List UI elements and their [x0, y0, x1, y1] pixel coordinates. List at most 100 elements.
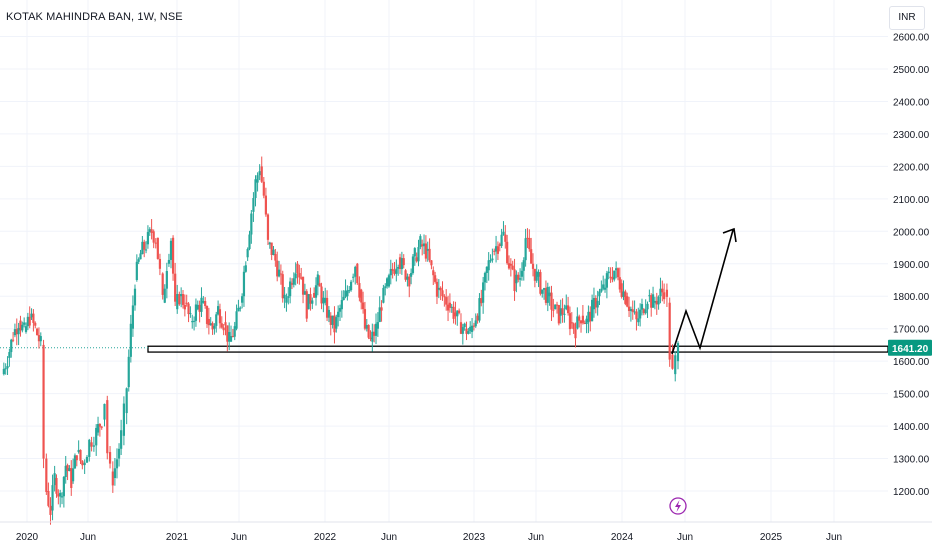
candle-body — [435, 281, 439, 297]
candle-body — [189, 313, 192, 315]
candle-body — [305, 291, 308, 319]
candle-body — [222, 327, 225, 331]
candle-body — [509, 263, 512, 266]
candle-body — [122, 403, 126, 436]
candle-body — [229, 335, 233, 342]
y-tick-label: 1800.00 — [893, 292, 930, 303]
candle-body — [393, 270, 396, 274]
candle-body — [489, 260, 492, 262]
candle-body — [389, 268, 392, 276]
candle-body — [96, 424, 100, 433]
candle-body — [448, 302, 451, 308]
time-axis[interactable]: 2020 Jun 2021 Jun 2022 Jun 2023 Jun 2024 Jun 2025 J… — [0, 521, 932, 543]
candle-body — [79, 449, 82, 461]
candle-body — [171, 237, 175, 274]
candle-body — [526, 237, 529, 239]
candle-body — [180, 294, 183, 297]
y-tick-label: 2600.00 — [893, 33, 930, 44]
candle-body — [266, 214, 270, 240]
candle-body — [506, 241, 509, 264]
candle-body — [15, 329, 18, 335]
candle-body — [620, 283, 623, 297]
candle-body — [258, 171, 261, 176]
candle-body — [301, 276, 305, 295]
last-price-marker: 1641.20 — [888, 339, 932, 356]
candle-body — [356, 263, 359, 284]
lightning-icon — [675, 500, 681, 512]
candle-body — [333, 315, 336, 333]
candle-body — [609, 276, 612, 278]
candle-body — [143, 241, 146, 250]
candle-body — [313, 292, 316, 298]
candle-body — [64, 465, 67, 477]
candle-body — [674, 355, 677, 375]
candle-body — [528, 237, 531, 250]
candle-body — [539, 272, 542, 294]
y-tick-label: 2500.00 — [893, 65, 930, 76]
x-tick-label: Jun — [677, 532, 693, 543]
candlestick-series — [2, 156, 680, 525]
candle-body — [676, 343, 680, 362]
candle-body — [314, 285, 318, 298]
candle-body — [542, 288, 546, 290]
candle-body — [642, 309, 645, 314]
candle-body — [653, 300, 657, 303]
candle-body — [150, 229, 153, 233]
candle-body — [292, 278, 295, 285]
y-tick-label: 1700.00 — [893, 325, 930, 336]
x-tick-label: 2023 — [463, 532, 486, 543]
candle-body — [307, 294, 310, 310]
candle-body — [30, 313, 33, 318]
projection-arrowhead — [722, 227, 737, 243]
candle-body — [75, 455, 78, 461]
candle-body — [262, 181, 265, 196]
candle-body — [511, 265, 514, 270]
symbol-title: KOTAK MAHINDRA BAN, 1W, NSE — [6, 11, 183, 23]
candle-body — [613, 270, 616, 280]
candle-body — [474, 320, 477, 327]
candle-body — [300, 277, 303, 279]
candle-body — [441, 290, 444, 297]
event-marker[interactable] — [669, 497, 687, 515]
candle-body — [434, 275, 437, 282]
candle-body — [570, 322, 573, 324]
candle-body — [120, 430, 123, 449]
candle-body — [531, 263, 535, 269]
candle-body — [502, 231, 505, 235]
currency-button[interactable]: INR — [889, 6, 925, 30]
candle-body — [465, 328, 468, 334]
candle-body — [290, 283, 294, 285]
candle-body — [174, 273, 177, 302]
candle-body — [661, 288, 664, 293]
candle-body — [178, 294, 181, 305]
candle-body — [39, 336, 42, 342]
price-axis[interactable]: 1200.00 1300.00 1400.00 1500.00 1600.00 1700.… — [893, 33, 930, 498]
candle-body — [98, 424, 101, 427]
projection-path — [671, 229, 734, 355]
x-tick-label: 2024 — [611, 532, 634, 543]
candle-body — [209, 323, 212, 326]
candle-body — [133, 288, 137, 306]
candle-body — [169, 240, 173, 260]
candle-body — [276, 260, 279, 277]
candle-body — [602, 284, 605, 289]
candle-body — [494, 246, 498, 252]
candle-body — [272, 249, 275, 255]
candle-body — [361, 302, 365, 310]
candle-body — [633, 311, 636, 313]
candle-body — [106, 400, 109, 454]
candle-body — [367, 325, 370, 338]
candle-body — [483, 272, 487, 283]
x-tick-label: 2022 — [314, 532, 337, 543]
candle-body — [463, 323, 466, 328]
candle-body — [550, 292, 553, 310]
candle-body — [554, 304, 557, 310]
candle-body — [187, 303, 190, 315]
candle-body — [10, 339, 13, 353]
candle-body — [144, 249, 148, 251]
candle-body — [639, 309, 642, 319]
x-tick-label: 2025 — [760, 532, 783, 543]
y-tick-label: 1500.00 — [893, 390, 930, 401]
candle-body — [45, 458, 48, 492]
